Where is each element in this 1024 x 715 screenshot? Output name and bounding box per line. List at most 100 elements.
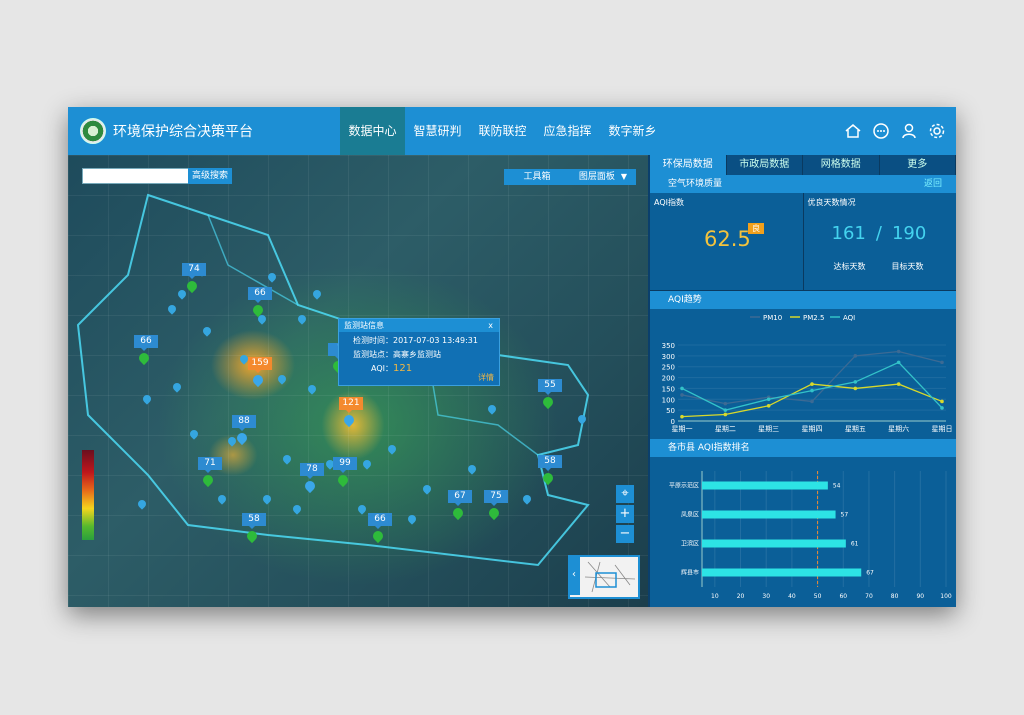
blue-pin-icon — [250, 372, 266, 388]
tab-more[interactable]: 更多 — [880, 155, 956, 175]
aqi-trend-header: AQI趋势 — [650, 291, 956, 309]
chevron-left-icon[interactable]: ‹ — [568, 555, 580, 595]
data-point — [723, 401, 728, 406]
ranking-chart-box: 10 20 30 40 50 60 70 80 90 100 平原示范区 54 凤泉区 57 卫滨区 61 辉县… — [650, 457, 956, 607]
x-tick-label: 40 — [788, 593, 796, 600]
target-days-label: 目标天数 — [891, 262, 924, 271]
overview-map-graphic — [570, 557, 638, 597]
toolbox-button[interactable]: 工具箱 — [523, 172, 551, 182]
map-zoom-controls: ⌖ + − — [616, 485, 634, 545]
green-pin-icon — [540, 470, 556, 486]
station-marker[interactable]: 66 — [248, 287, 288, 327]
tab-grid-data[interactable]: 网格数据 — [803, 155, 880, 175]
nav-digital-xinxiang[interactable]: 数字新乡 — [608, 124, 657, 138]
category-label: 凤泉区 — [681, 511, 699, 519]
home-icon[interactable] — [844, 122, 862, 140]
close-icon[interactable]: x — [488, 321, 493, 330]
value-label: 54 — [833, 483, 841, 490]
station-marker[interactable]: 74 — [182, 263, 222, 303]
popup-title: 监测站信息 — [344, 321, 384, 330]
data-point — [853, 386, 858, 391]
x-tick-label: 90 — [916, 593, 924, 600]
station-marker[interactable]: 66 — [368, 513, 408, 553]
header-icons — [844, 122, 946, 140]
right-panel: 环保局数据 市政局数据 网格数据 更多 空气环境质量 返回 AQI指数 62.5… — [650, 155, 956, 607]
popup-aqi: AQI：121 — [339, 363, 499, 374]
data-point — [810, 382, 814, 386]
station-marker[interactable]: 71 — [198, 457, 238, 497]
y-tick-label: 100 — [662, 396, 675, 404]
station-aqi-label: 55 — [538, 379, 562, 395]
reached-days-label: 达标天数 — [833, 262, 866, 271]
back-link[interactable]: 返回 — [923, 179, 942, 189]
nav-data-center[interactable]: 数据中心 — [340, 107, 405, 155]
target-days-value: 190 — [891, 223, 927, 244]
air-quality-summary: AQI指数 62.5 良 优良天数情况 161 / 190 达标天数 目标天数 — [650, 193, 956, 291]
map-toolbar: 工具箱 图层面板 ▼ — [504, 169, 636, 185]
x-tick-label: 星期二 — [715, 425, 736, 433]
user-icon[interactable] — [900, 122, 918, 140]
settings-icon[interactable] — [928, 122, 946, 140]
zoom-in-button[interactable]: + — [616, 505, 634, 523]
x-tick-label: 10 — [711, 593, 719, 600]
x-tick-label: 星期一 — [672, 425, 693, 433]
zoom-out-button[interactable]: − — [616, 525, 634, 543]
popup-header: 监测站信息 x — [339, 319, 499, 332]
station-marker[interactable]: 99 — [333, 457, 373, 497]
station-marker[interactable]: 58 — [242, 513, 282, 553]
bar — [702, 568, 862, 577]
app-window: 环境保护综合决策平台 数据中心 智慧研判 联防联控 应急指挥 数字新乡 — [68, 107, 956, 607]
station-marker[interactable]: 67 — [448, 490, 488, 530]
locate-icon[interactable]: ⌖ — [616, 485, 634, 503]
value-label: 67 — [866, 570, 874, 577]
station-marker[interactable]: 88 — [232, 415, 272, 455]
panel-tabs: 环保局数据 市政局数据 网格数据 更多 — [650, 155, 956, 175]
data-point — [896, 360, 901, 365]
popup-time: 检测时间：2017-07-03 13:49:31 — [353, 336, 478, 345]
station-marker[interactable]: 58 — [538, 455, 578, 495]
map-search-input[interactable] — [82, 168, 190, 184]
map-view[interactable]: 高级搜索 工具箱 图层面板 ▼ — [68, 155, 648, 607]
map-overview[interactable] — [568, 555, 640, 599]
station-aqi-label: 88 — [232, 415, 256, 431]
layer-panel-label: 图层面板 — [578, 172, 615, 182]
green-pin-icon — [200, 472, 216, 488]
x-tick-label: 70 — [865, 593, 873, 600]
bar — [702, 510, 836, 519]
nav-emergency[interactable]: 应急指挥 — [543, 124, 592, 138]
station-aqi-label: 159 — [248, 357, 272, 373]
logo-icon — [80, 118, 106, 144]
data-point — [940, 360, 944, 365]
legend-label: PM2.5 — [803, 314, 824, 322]
aqi-label: AQI指数 — [654, 198, 684, 207]
x-tick-label: 星期五 — [845, 425, 866, 433]
nav-smart-analysis[interactable]: 智慧研判 — [413, 124, 462, 138]
station-marker[interactable]: 159 — [248, 357, 288, 397]
air-quality-header: 空气环境质量 返回 — [650, 175, 956, 193]
aqi-value: 62.5 — [704, 227, 751, 251]
station-marker[interactable]: 66 — [134, 335, 174, 375]
x-tick-label: 30 — [762, 593, 770, 600]
green-pin-icon — [335, 472, 351, 488]
y-tick-label: 150 — [662, 385, 675, 393]
station-marker[interactable]: 55 — [538, 379, 578, 419]
tab-epa-data[interactable]: 环保局数据 — [650, 155, 727, 175]
green-pin-icon — [244, 528, 260, 544]
station-marker[interactable]: 75 — [484, 490, 524, 530]
nav-joint-control[interactable]: 联防联控 — [478, 124, 527, 138]
x-tick-label: 100 — [940, 593, 952, 600]
bar — [702, 539, 846, 548]
good-days-value: 161 — [831, 223, 866, 244]
data-point — [810, 388, 814, 393]
bar — [702, 481, 828, 490]
station-marker[interactable]: 78 — [300, 463, 340, 503]
green-pin-icon — [250, 302, 266, 318]
popup-details-link[interactable]: 详情 — [478, 373, 494, 382]
tab-municipal-data[interactable]: 市政局数据 — [727, 155, 803, 175]
station-marker[interactable]: 121 — [339, 397, 379, 437]
popup-aqi-value: 121 — [393, 363, 413, 374]
message-icon[interactable] — [872, 122, 890, 140]
layer-panel-button[interactable]: 图层面板 ▼ — [570, 169, 636, 185]
advanced-search-button[interactable]: 高级搜索 — [188, 168, 232, 184]
y-tick-label: 250 — [662, 364, 675, 372]
